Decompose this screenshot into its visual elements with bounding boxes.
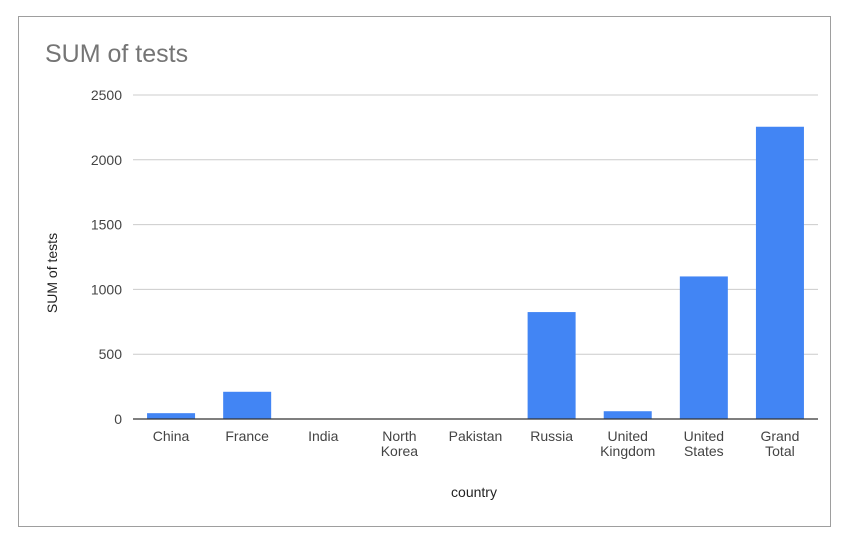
- axes: 0 500 1000 1500 2000 2500 China France India Nort…: [91, 87, 818, 459]
- chart-frame: [18, 16, 831, 527]
- x-tick-label: United States: [684, 428, 724, 459]
- bar: [527, 312, 576, 419]
- bar: [223, 391, 272, 419]
- x-tick-label-line: India: [308, 428, 339, 444]
- x-tick-label-line: States: [684, 443, 724, 459]
- bar: [603, 411, 652, 419]
- y-tick-label: 1500: [91, 217, 122, 233]
- x-tick-label: France: [225, 428, 269, 444]
- x-tick-label: China: [153, 428, 190, 444]
- x-tick-label: United Kingdom: [600, 428, 655, 459]
- y-tick-label: 1000: [91, 281, 122, 297]
- x-tick-label: Pakistan: [449, 428, 503, 444]
- x-tick-label-line: France: [225, 428, 269, 444]
- x-tick-label: India: [308, 428, 339, 444]
- x-tick-label-line: China: [153, 428, 190, 444]
- x-tick-label-line: Korea: [381, 443, 419, 459]
- bar: [147, 413, 196, 419]
- x-tick-label: North Korea: [381, 428, 419, 459]
- x-tick-label-line: Pakistan: [449, 428, 503, 444]
- bar: [755, 126, 804, 419]
- x-tick-label-line: Kingdom: [600, 443, 655, 459]
- bars: [147, 126, 804, 419]
- x-axis-title: country: [451, 484, 497, 500]
- x-tick-label-line: Total: [765, 443, 795, 459]
- y-tick-label: 2000: [91, 152, 122, 168]
- bar: [679, 276, 728, 419]
- x-tick-label-line: United: [607, 428, 647, 444]
- x-tick-label: Russia: [530, 428, 573, 444]
- y-tick-label: 500: [99, 346, 123, 362]
- x-tick-label-line: Russia: [530, 428, 573, 444]
- chart-title: SUM of tests: [45, 40, 189, 68]
- x-tick-label: Grand Total: [760, 428, 799, 459]
- x-tick-label-line: North: [382, 428, 416, 444]
- x-tick-label-line: United: [684, 428, 724, 444]
- y-tick-label: 2500: [91, 87, 122, 103]
- y-tick-label: 0: [114, 411, 122, 427]
- x-tick-label-line: Grand: [760, 428, 799, 444]
- y-axis-title: SUM of tests: [44, 233, 60, 313]
